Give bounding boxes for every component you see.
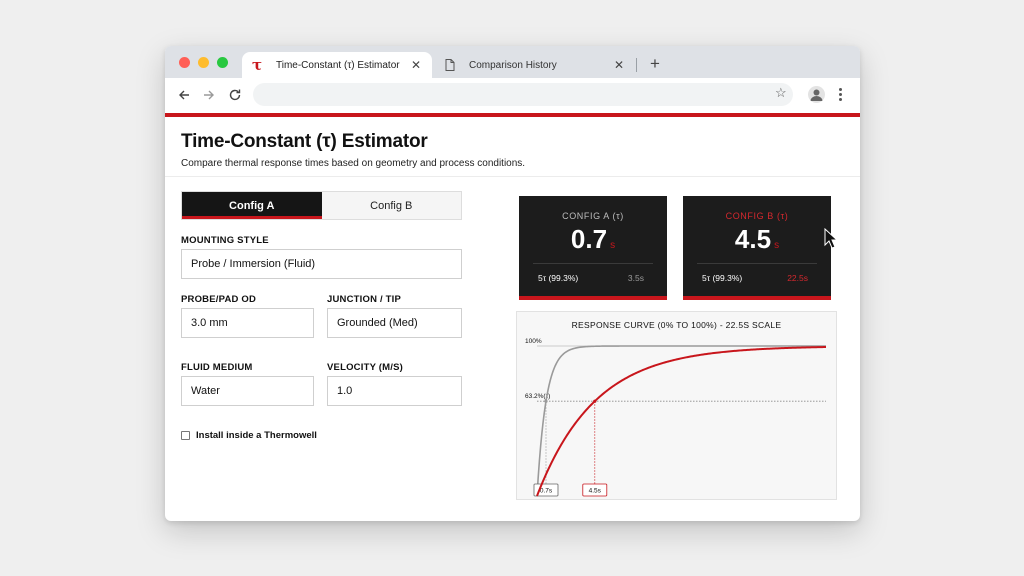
address-bar[interactable] [253, 83, 793, 106]
new-tab-button[interactable]: + [650, 54, 660, 73]
five-tau-value: 22.5s [787, 273, 808, 283]
probe-od-field[interactable]: 3.0 mm [181, 308, 314, 338]
junction-tip-label: JUNCTION / TIP [327, 294, 402, 305]
response-curve-chart: RESPONSE CURVE (0% TO 100%) - 22.5S SCAL… [516, 311, 837, 500]
velocity-label: VELOCITY (M/S) [327, 362, 403, 373]
window-controls [179, 57, 228, 68]
tau-unit: s [774, 240, 780, 251]
series-line-config-a [536, 345, 826, 497]
tau-marker-box [582, 483, 608, 497]
browser-tab-history[interactable]: Comparison History ✕ [435, 52, 635, 78]
page-subtitle: Compare thermal response times based on … [181, 158, 526, 169]
reference-label: 63.2%(τ) [525, 393, 550, 400]
browser-menu-icon[interactable] [835, 85, 845, 103]
response-curve-plot: 100% 63.2%(τ) 0.7s 4.5s [525, 338, 827, 497]
tau-value: 0.7 [570, 224, 608, 254]
profile-avatar-icon[interactable] [808, 86, 825, 103]
junction-tip-field[interactable]: Grounded (Med) [327, 308, 462, 338]
series-line-config-b [536, 346, 827, 497]
card-title: CONFIG B (τ) [725, 211, 789, 221]
close-tab-icon[interactable]: ✕ [410, 58, 422, 72]
tau-marker-label: 0.7s [540, 488, 553, 495]
page-title: Time-Constant (τ) Estimator [181, 131, 428, 152]
config-b-result-card: CONFIG B (τ) 4.5 s 5τ (99.3%) 22.5s [683, 196, 831, 300]
five-tau-label: 5τ (99.3%) [538, 273, 579, 283]
thermowell-checkbox[interactable] [181, 431, 190, 440]
tau-point [544, 399, 548, 403]
brand-accent-bar [165, 113, 860, 117]
maximize-window-button[interactable] [217, 57, 228, 68]
fluid-medium-label: FLUID MEDIUM [181, 362, 253, 373]
chart-title: RESPONSE CURVE (0% TO 100%) - 22.5S SCAL… [571, 320, 782, 330]
five-tau-label: 5τ (99.3%) [702, 273, 743, 283]
fluid-medium-field[interactable]: Water [181, 376, 314, 406]
five-tau-value: 3.5s [627, 273, 644, 283]
mounting-style-field[interactable]: Probe / Immersion (Fluid) [181, 249, 462, 279]
tab-config-b[interactable]: Config B [370, 199, 413, 212]
close-window-button[interactable] [179, 57, 190, 68]
thermowell-label: Install inside a Thermowell [196, 430, 317, 441]
browser-window: τ Time-Constant (τ) Estimator ✕ Comparis… [165, 46, 860, 521]
back-arrow-icon[interactable] [175, 86, 193, 104]
bookmark-star-icon[interactable]: ☆ [775, 85, 787, 100]
browser-toolbar: ☆ [165, 78, 860, 112]
tau-value: 4.5 [734, 224, 772, 254]
velocity-field[interactable]: 1.0 [327, 376, 462, 406]
reference-label: 100% [525, 338, 542, 345]
thermowell-option[interactable]: Install inside a Thermowell [181, 430, 317, 441]
tab-strip: τ Time-Constant (τ) Estimator ✕ Comparis… [165, 46, 860, 78]
config-a-result-card: CONFIG A (τ) 0.7 s 5τ (99.3%) 3.5s [519, 196, 667, 300]
tau-marker-label: 4.5s [589, 488, 602, 495]
minimize-window-button[interactable] [198, 57, 209, 68]
reload-icon[interactable] [226, 86, 244, 104]
forward-arrow-icon[interactable] [200, 86, 218, 104]
tau-point [593, 399, 597, 403]
tab-separator [636, 58, 637, 72]
card-value: 0.7 s [519, 224, 667, 255]
card-divider [697, 263, 817, 264]
config-tabs: Config A Config B [181, 191, 462, 220]
mouse-cursor-icon [824, 227, 839, 255]
mounting-style-label: MOUNTING STYLE [181, 235, 269, 246]
tab-title: Time-Constant (τ) Estimator [276, 59, 400, 71]
document-icon [445, 59, 461, 71]
tau-logo-icon: τ [252, 55, 263, 74]
card-value: 4.5 s [683, 224, 831, 255]
tau-unit: s [610, 240, 616, 251]
card-title: CONFIG A (τ) [562, 211, 624, 221]
probe-od-label: PROBE/PAD OD [181, 294, 257, 305]
header-divider [165, 176, 860, 177]
card-divider [533, 263, 653, 264]
tab-config-a[interactable]: Config A [182, 192, 322, 219]
close-tab-icon[interactable]: ✕ [613, 58, 625, 72]
browser-tab-estimator[interactable]: τ Time-Constant (τ) Estimator ✕ [242, 52, 432, 78]
tab-title: Comparison History [469, 59, 557, 71]
